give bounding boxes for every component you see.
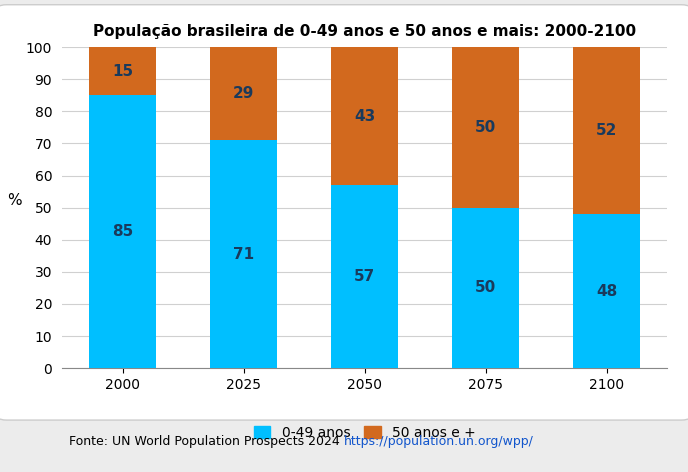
Text: 71: 71: [233, 247, 255, 261]
Bar: [573, 47, 640, 214]
Y-axis label: %: %: [8, 193, 22, 208]
Bar: [89, 95, 156, 368]
Bar: [89, 47, 156, 95]
Bar: [211, 140, 277, 368]
Bar: [332, 47, 398, 185]
Text: 29: 29: [233, 86, 255, 101]
Text: 43: 43: [354, 109, 375, 124]
Bar: [573, 214, 640, 368]
Text: https://population.un.org/wpp/: https://population.un.org/wpp/: [344, 435, 534, 448]
Title: População brasileira de 0-49 anos e 50 anos e mais: 2000-2100: População brasileira de 0-49 anos e 50 a…: [93, 24, 636, 39]
Legend: 0-49 anos, 50 anos e +: 0-49 anos, 50 anos e +: [248, 420, 481, 445]
Bar: [452, 47, 519, 208]
Bar: [332, 185, 398, 368]
Text: 57: 57: [354, 269, 375, 284]
Text: Fonte: UN World Population Prospects 2024: Fonte: UN World Population Prospects 202…: [69, 435, 344, 448]
Text: 85: 85: [112, 224, 133, 239]
Text: 15: 15: [112, 64, 133, 79]
Bar: [452, 208, 519, 368]
Text: 50: 50: [475, 120, 496, 135]
Bar: [211, 47, 277, 140]
Text: 48: 48: [596, 284, 617, 299]
Text: 50: 50: [475, 280, 496, 295]
Text: 52: 52: [596, 123, 617, 138]
